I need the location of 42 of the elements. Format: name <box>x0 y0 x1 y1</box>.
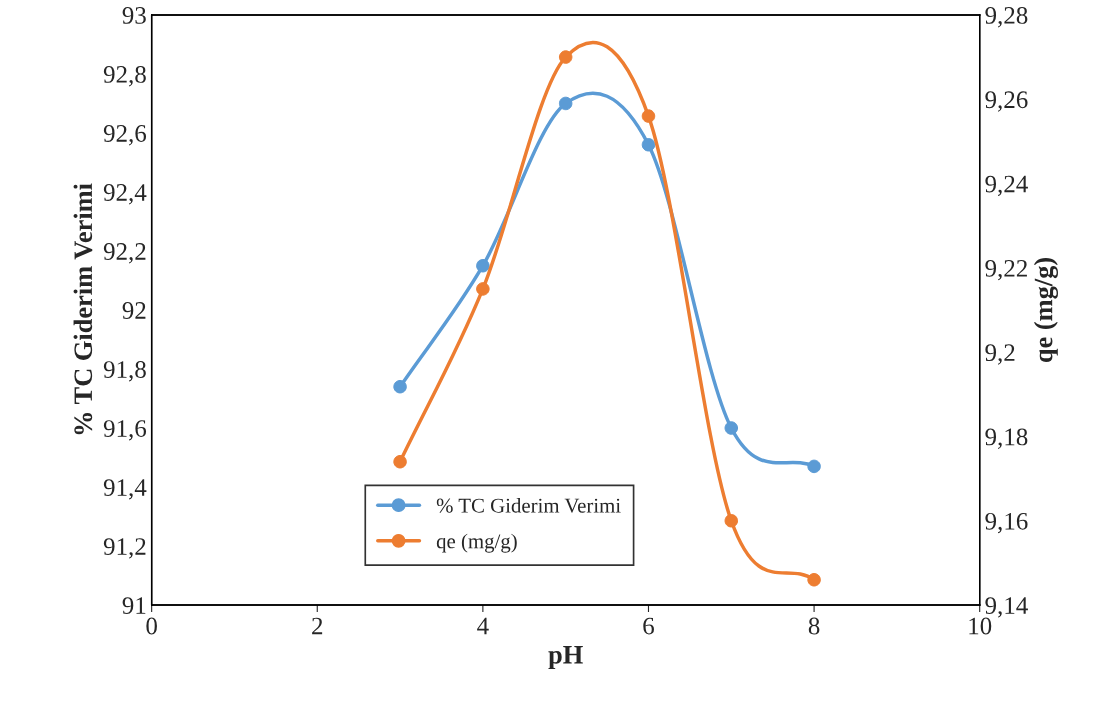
y2-tick-label: 9,26 <box>985 91 1028 112</box>
point <box>476 258 490 273</box>
x-tick-label: 10 <box>969 617 992 635</box>
y-tick-label: 91,6 <box>103 420 147 441</box>
point <box>724 514 739 528</box>
y-tick-label: 91,8 <box>103 361 146 382</box>
y-tick-label: 92,4 <box>103 184 147 205</box>
legend-label: qe (mg/g) <box>436 533 517 553</box>
y-tick-label: 91,2 <box>103 538 146 559</box>
y2-tick-label: 9,14 <box>985 597 1028 618</box>
point <box>641 109 656 123</box>
y2-tick-label: 9,28 <box>985 6 1028 28</box>
x-tick-label: 4 <box>477 617 489 635</box>
y2-tick-label: 9,2 <box>985 344 1015 365</box>
y2-tick-label: 9,16 <box>985 512 1028 534</box>
point <box>393 379 407 394</box>
point <box>807 573 821 587</box>
y-tick-label: 93 <box>122 7 146 24</box>
legend-label: % TC Giderim Verimi <box>436 498 621 513</box>
x-tick-label: 2 <box>312 617 323 635</box>
y-tick-label: 92,6 <box>103 125 147 146</box>
y2-tick-label: 9,22 <box>985 259 1027 281</box>
y-tick-label: 91 <box>122 597 146 614</box>
point <box>724 421 739 435</box>
y-tick-label: 92 <box>122 302 146 319</box>
point <box>558 50 573 64</box>
y2-tick-label: 9,24 <box>985 175 1028 197</box>
point <box>558 96 573 111</box>
x-axis-title: pH <box>548 646 583 670</box>
y-axis-title: % TC Giderim Verimi <box>73 183 93 435</box>
point <box>641 138 656 152</box>
point <box>476 282 490 296</box>
x-tick-label: 0 <box>146 617 157 635</box>
x-tick-label: 8 <box>808 617 820 635</box>
y-tick-label: 92,2 <box>103 243 146 264</box>
x-tick-label: 6 <box>643 617 654 635</box>
y-tick-label: 91,4 <box>103 479 147 500</box>
y-tick-label: 92,8 <box>103 65 146 87</box>
point <box>807 459 821 474</box>
y2-tick-label: 9,18 <box>985 428 1028 449</box>
point <box>393 454 407 469</box>
y2-axis-title: qe (mg/g) <box>1033 258 1058 363</box>
